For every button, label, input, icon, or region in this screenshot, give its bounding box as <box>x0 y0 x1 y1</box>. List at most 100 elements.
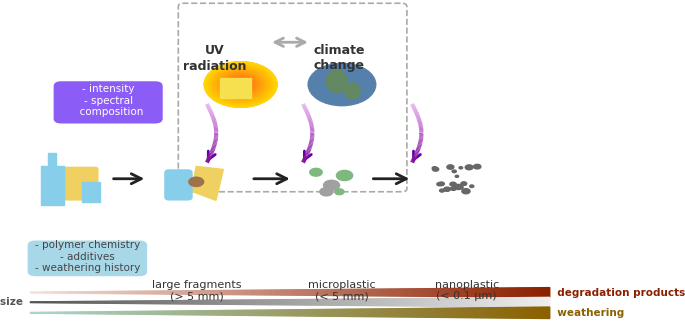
Polygon shape <box>406 299 408 306</box>
Polygon shape <box>221 300 223 304</box>
Polygon shape <box>185 301 186 304</box>
Polygon shape <box>324 290 325 295</box>
Polygon shape <box>34 292 36 293</box>
Polygon shape <box>493 298 494 307</box>
Polygon shape <box>412 308 414 317</box>
Polygon shape <box>430 298 432 306</box>
Text: weathering: weathering <box>550 308 624 318</box>
Polygon shape <box>527 307 529 318</box>
Polygon shape <box>32 292 34 293</box>
Polygon shape <box>202 311 204 315</box>
Circle shape <box>237 82 245 87</box>
Polygon shape <box>426 298 428 306</box>
Polygon shape <box>168 291 169 294</box>
Polygon shape <box>107 301 108 303</box>
Polygon shape <box>501 307 503 318</box>
Polygon shape <box>39 292 40 293</box>
Polygon shape <box>393 309 395 317</box>
Polygon shape <box>108 292 110 293</box>
Polygon shape <box>237 310 239 315</box>
Polygon shape <box>107 292 108 293</box>
Polygon shape <box>374 309 376 317</box>
Polygon shape <box>65 292 66 293</box>
Polygon shape <box>190 291 192 294</box>
Polygon shape <box>463 298 464 306</box>
Polygon shape <box>124 291 126 294</box>
Polygon shape <box>460 288 461 297</box>
Polygon shape <box>123 291 124 294</box>
Polygon shape <box>464 308 466 318</box>
Polygon shape <box>527 288 529 297</box>
Polygon shape <box>286 300 288 305</box>
Polygon shape <box>292 290 295 295</box>
Polygon shape <box>438 289 440 296</box>
Polygon shape <box>377 299 379 305</box>
Polygon shape <box>216 311 218 315</box>
Polygon shape <box>468 308 470 318</box>
Circle shape <box>336 170 353 181</box>
Polygon shape <box>185 291 186 294</box>
Polygon shape <box>408 299 409 306</box>
Polygon shape <box>98 312 100 314</box>
Polygon shape <box>66 302 69 303</box>
Polygon shape <box>228 291 230 294</box>
Polygon shape <box>299 300 301 305</box>
Circle shape <box>238 83 243 86</box>
Polygon shape <box>197 291 199 294</box>
Polygon shape <box>317 299 319 305</box>
Circle shape <box>221 72 260 97</box>
Polygon shape <box>164 311 166 315</box>
Polygon shape <box>546 307 548 318</box>
Polygon shape <box>303 310 305 316</box>
Polygon shape <box>360 309 362 317</box>
Polygon shape <box>197 311 199 315</box>
Polygon shape <box>435 298 437 306</box>
Polygon shape <box>347 289 348 296</box>
Polygon shape <box>519 288 520 297</box>
Polygon shape <box>225 310 227 315</box>
Polygon shape <box>60 302 62 303</box>
Polygon shape <box>322 309 324 316</box>
Circle shape <box>210 65 272 104</box>
Polygon shape <box>516 298 519 307</box>
Polygon shape <box>411 308 412 317</box>
Polygon shape <box>84 312 86 314</box>
Polygon shape <box>162 311 164 315</box>
Polygon shape <box>432 308 434 317</box>
Circle shape <box>239 83 242 86</box>
Polygon shape <box>515 307 516 318</box>
Ellipse shape <box>345 83 360 99</box>
Polygon shape <box>254 290 256 295</box>
Circle shape <box>225 74 257 95</box>
Polygon shape <box>260 290 262 295</box>
Polygon shape <box>434 289 435 296</box>
Polygon shape <box>84 302 86 303</box>
Polygon shape <box>333 290 334 295</box>
Polygon shape <box>159 291 160 294</box>
Polygon shape <box>314 299 315 305</box>
Polygon shape <box>494 288 496 297</box>
Polygon shape <box>230 310 232 315</box>
Polygon shape <box>171 291 173 294</box>
Polygon shape <box>105 312 107 314</box>
Polygon shape <box>288 300 289 305</box>
Polygon shape <box>524 307 525 318</box>
Polygon shape <box>392 289 393 296</box>
Polygon shape <box>351 289 353 296</box>
Polygon shape <box>63 312 65 314</box>
Polygon shape <box>359 309 360 317</box>
Polygon shape <box>262 300 263 305</box>
Polygon shape <box>39 302 40 303</box>
Circle shape <box>450 182 456 186</box>
Polygon shape <box>383 309 385 317</box>
Polygon shape <box>447 298 449 306</box>
Polygon shape <box>388 289 390 296</box>
Circle shape <box>225 74 256 95</box>
Polygon shape <box>343 290 345 295</box>
Polygon shape <box>143 291 145 294</box>
Polygon shape <box>101 312 103 314</box>
Polygon shape <box>428 308 430 317</box>
Polygon shape <box>377 309 379 317</box>
Polygon shape <box>487 288 489 297</box>
Polygon shape <box>141 301 143 304</box>
